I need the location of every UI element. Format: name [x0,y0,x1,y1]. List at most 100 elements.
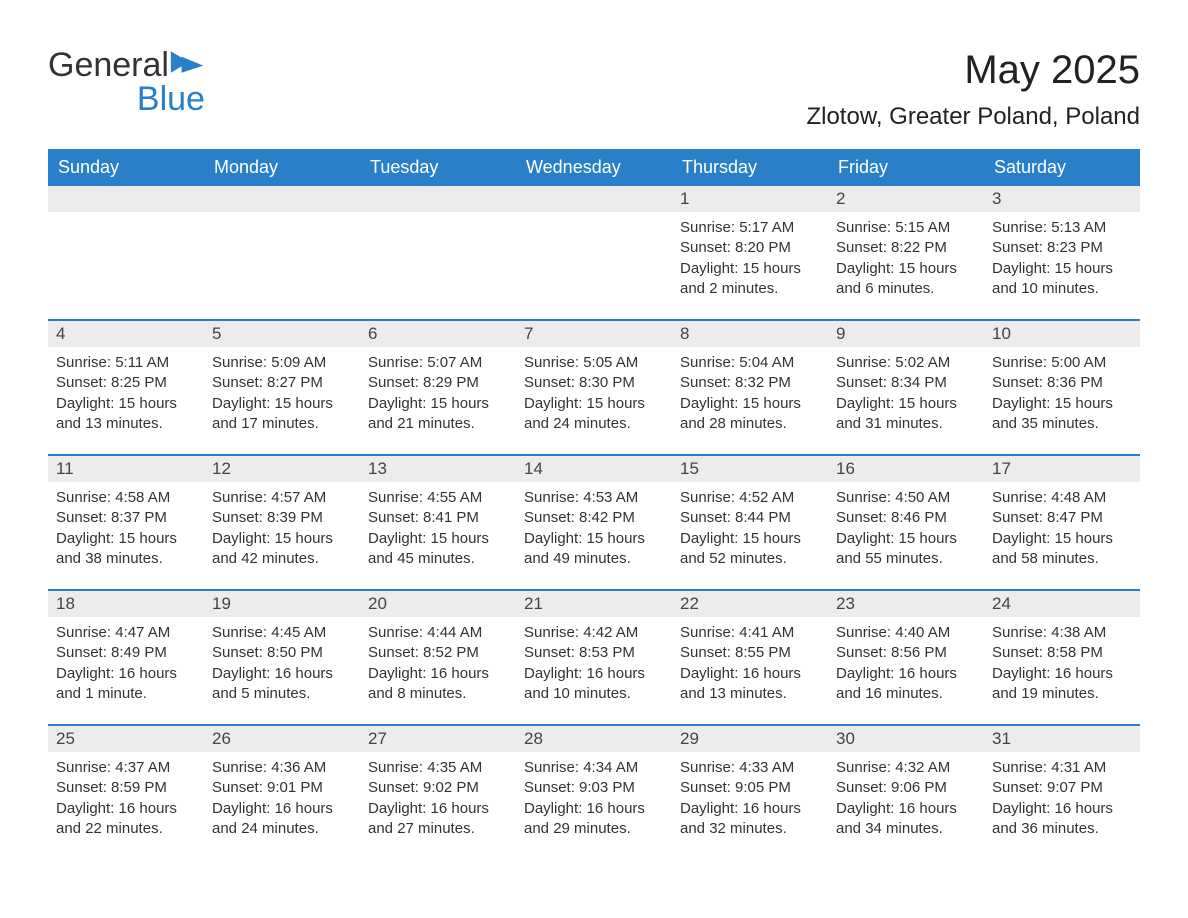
daylight-text: Daylight: 16 hours and 16 minutes. [836,664,976,705]
day-cell: 9Sunrise: 5:02 AMSunset: 8:34 PMDaylight… [828,321,984,454]
sunrise-text: Sunrise: 4:33 AM [680,758,820,778]
weeks-container: 1Sunrise: 5:17 AMSunset: 8:20 PMDaylight… [48,186,1140,859]
daylight-text: Daylight: 15 hours and 21 minutes. [368,394,508,435]
day-number [48,186,204,212]
daylight-text: Daylight: 16 hours and 10 minutes. [524,664,664,705]
day-cell: 11Sunrise: 4:58 AMSunset: 8:37 PMDayligh… [48,456,204,589]
day-body: Sunrise: 5:11 AMSunset: 8:25 PMDaylight:… [48,347,204,434]
sunrise-text: Sunrise: 4:48 AM [992,488,1132,508]
day-number: 23 [828,591,984,617]
dow-saturday: Saturday [984,149,1140,186]
day-body: Sunrise: 4:34 AMSunset: 9:03 PMDaylight:… [516,752,672,839]
day-body: Sunrise: 4:58 AMSunset: 8:37 PMDaylight:… [48,482,204,569]
day-body: Sunrise: 4:48 AMSunset: 8:47 PMDaylight:… [984,482,1140,569]
day-number: 3 [984,186,1140,212]
daylight-text: Daylight: 16 hours and 8 minutes. [368,664,508,705]
day-cell: 28Sunrise: 4:34 AMSunset: 9:03 PMDayligh… [516,726,672,859]
day-body: Sunrise: 4:32 AMSunset: 9:06 PMDaylight:… [828,752,984,839]
day-cell: 30Sunrise: 4:32 AMSunset: 9:06 PMDayligh… [828,726,984,859]
sunset-text: Sunset: 8:55 PM [680,643,820,663]
sunrise-text: Sunrise: 4:47 AM [56,623,196,643]
day-body: Sunrise: 4:44 AMSunset: 8:52 PMDaylight:… [360,617,516,704]
day-body: Sunrise: 5:04 AMSunset: 8:32 PMDaylight:… [672,347,828,434]
dow-monday: Monday [204,149,360,186]
logo-word1: General [48,46,169,84]
daylight-text: Daylight: 15 hours and 6 minutes. [836,259,976,300]
sunset-text: Sunset: 8:44 PM [680,508,820,528]
sunrise-text: Sunrise: 5:13 AM [992,218,1132,238]
week-row: 11Sunrise: 4:58 AMSunset: 8:37 PMDayligh… [48,454,1140,589]
sunrise-text: Sunrise: 4:40 AM [836,623,976,643]
day-cell: 8Sunrise: 5:04 AMSunset: 8:32 PMDaylight… [672,321,828,454]
day-body: Sunrise: 4:35 AMSunset: 9:02 PMDaylight:… [360,752,516,839]
page: General Blue May 2025 Zlotow, Greater Po… [0,0,1188,891]
sunrise-text: Sunrise: 4:58 AM [56,488,196,508]
day-cell: 1Sunrise: 5:17 AMSunset: 8:20 PMDaylight… [672,186,828,319]
day-cell: 22Sunrise: 4:41 AMSunset: 8:55 PMDayligh… [672,591,828,724]
sunset-text: Sunset: 8:53 PM [524,643,664,663]
sunset-text: Sunset: 8:32 PM [680,373,820,393]
daylight-text: Daylight: 15 hours and 24 minutes. [524,394,664,435]
sunrise-text: Sunrise: 5:17 AM [680,218,820,238]
day-number: 24 [984,591,1140,617]
sunrise-text: Sunrise: 4:32 AM [836,758,976,778]
daylight-text: Daylight: 15 hours and 52 minutes. [680,529,820,570]
day-number: 5 [204,321,360,347]
daylight-text: Daylight: 15 hours and 13 minutes. [56,394,196,435]
sunrise-text: Sunrise: 5:05 AM [524,353,664,373]
daylight-text: Daylight: 15 hours and 49 minutes. [524,529,664,570]
day-number: 9 [828,321,984,347]
daylight-text: Daylight: 16 hours and 34 minutes. [836,799,976,840]
day-number [360,186,516,212]
day-cell: 31Sunrise: 4:31 AMSunset: 9:07 PMDayligh… [984,726,1140,859]
day-body: Sunrise: 4:40 AMSunset: 8:56 PMDaylight:… [828,617,984,704]
sunset-text: Sunset: 9:05 PM [680,778,820,798]
sunset-text: Sunset: 8:37 PM [56,508,196,528]
daylight-text: Daylight: 15 hours and 2 minutes. [680,259,820,300]
sunrise-text: Sunrise: 5:02 AM [836,353,976,373]
day-body: Sunrise: 4:31 AMSunset: 9:07 PMDaylight:… [984,752,1140,839]
day-number: 4 [48,321,204,347]
sunset-text: Sunset: 8:20 PM [680,238,820,258]
day-cell: 26Sunrise: 4:36 AMSunset: 9:01 PMDayligh… [204,726,360,859]
sunrise-text: Sunrise: 4:35 AM [368,758,508,778]
week-row: 4Sunrise: 5:11 AMSunset: 8:25 PMDaylight… [48,319,1140,454]
sunrise-text: Sunrise: 4:50 AM [836,488,976,508]
title-block: May 2025 Zlotow, Greater Poland, Poland [806,48,1140,131]
logo-word2: Blue [137,80,205,118]
sunrise-text: Sunrise: 4:41 AM [680,623,820,643]
sunrise-text: Sunrise: 4:31 AM [992,758,1132,778]
day-body: Sunrise: 4:41 AMSunset: 8:55 PMDaylight:… [672,617,828,704]
day-number: 15 [672,456,828,482]
sunrise-text: Sunrise: 5:15 AM [836,218,976,238]
daylight-text: Daylight: 15 hours and 35 minutes. [992,394,1132,435]
day-number: 6 [360,321,516,347]
day-cell: 6Sunrise: 5:07 AMSunset: 8:29 PMDaylight… [360,321,516,454]
day-cell: 15Sunrise: 4:52 AMSunset: 8:44 PMDayligh… [672,456,828,589]
day-number: 11 [48,456,204,482]
dow-sunday: Sunday [48,149,204,186]
day-cell [516,186,672,319]
daylight-text: Daylight: 15 hours and 10 minutes. [992,259,1132,300]
sunrise-text: Sunrise: 4:45 AM [212,623,352,643]
sunrise-text: Sunrise: 4:44 AM [368,623,508,643]
sunrise-text: Sunrise: 4:36 AM [212,758,352,778]
day-cell: 18Sunrise: 4:47 AMSunset: 8:49 PMDayligh… [48,591,204,724]
day-cell: 10Sunrise: 5:00 AMSunset: 8:36 PMDayligh… [984,321,1140,454]
sunrise-text: Sunrise: 4:37 AM [56,758,196,778]
sunset-text: Sunset: 8:25 PM [56,373,196,393]
day-cell: 21Sunrise: 4:42 AMSunset: 8:53 PMDayligh… [516,591,672,724]
sunset-text: Sunset: 8:59 PM [56,778,196,798]
day-number: 27 [360,726,516,752]
day-cell: 4Sunrise: 5:11 AMSunset: 8:25 PMDaylight… [48,321,204,454]
sunrise-text: Sunrise: 4:57 AM [212,488,352,508]
day-cell: 19Sunrise: 4:45 AMSunset: 8:50 PMDayligh… [204,591,360,724]
sunset-text: Sunset: 8:52 PM [368,643,508,663]
dow-friday: Friday [828,149,984,186]
sunrise-text: Sunrise: 5:00 AM [992,353,1132,373]
sunset-text: Sunset: 8:36 PM [992,373,1132,393]
sunrise-text: Sunrise: 5:04 AM [680,353,820,373]
day-cell: 16Sunrise: 4:50 AMSunset: 8:46 PMDayligh… [828,456,984,589]
day-number: 25 [48,726,204,752]
daylight-text: Daylight: 16 hours and 1 minute. [56,664,196,705]
